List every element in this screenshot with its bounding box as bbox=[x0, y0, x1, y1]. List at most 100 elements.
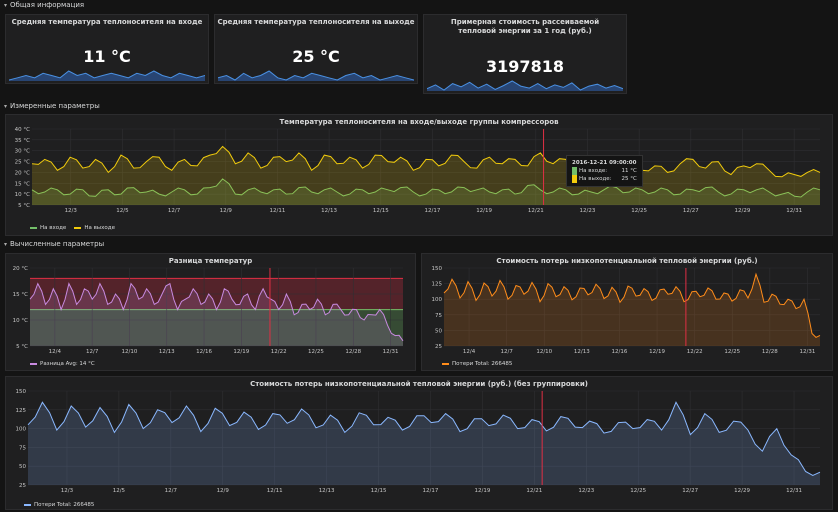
x-tick-label: 12/7 bbox=[165, 488, 178, 494]
hover-tooltip: 2016-12-21 09:00:00 На входе: 11 °C На в… bbox=[566, 155, 643, 187]
series-area bbox=[32, 178, 820, 205]
row-title: Общая информация bbox=[10, 1, 85, 9]
tooltip-series-name: На входе: bbox=[572, 167, 607, 175]
y-tick-label: 20 °C bbox=[13, 266, 28, 272]
stat-panel-cost[interactable]: Примерная стоимость рассеиваемой теплово… bbox=[423, 14, 627, 94]
x-tick-label: 12/7 bbox=[500, 349, 513, 355]
row-general-header[interactable]: ▾ Общая информация bbox=[4, 1, 84, 9]
panel-title: Средняя температура теплоносителя на вых… bbox=[217, 18, 415, 26]
x-tick-label: 12/25 bbox=[308, 349, 324, 355]
row-title: Измеренные параметры bbox=[10, 102, 100, 110]
x-tick-label: 12/4 bbox=[49, 349, 62, 355]
stat-panel-outlet[interactable]: Средняя температура теплоносителя на вых… bbox=[214, 14, 418, 84]
x-tick-label: 12/23 bbox=[580, 208, 596, 214]
x-tick-label: 12/7 bbox=[168, 208, 181, 214]
x-tick-label: 12/22 bbox=[271, 349, 287, 355]
panel-title: Стоимость потерь низкопотенциальной тепл… bbox=[496, 257, 758, 265]
x-tick-label: 12/19 bbox=[233, 349, 249, 355]
x-tick-label: 12/15 bbox=[373, 208, 389, 214]
chart-panel-cost[interactable]: Стоимость потерь низкопотенциальной тепл… bbox=[421, 253, 833, 371]
cost-raw-chart[interactable]: 150 125 100 75 50 25 12/3 12/5 12/7 12/9 12/11 12/1… bbox=[6, 377, 832, 509]
y-tick-label: 40 °C bbox=[15, 127, 30, 133]
y-tick-label: 75 bbox=[19, 445, 26, 451]
sparkline-line bbox=[9, 70, 205, 81]
y-tick-label: 25 °C bbox=[15, 160, 30, 166]
series-area bbox=[444, 274, 820, 346]
sparkline-area bbox=[218, 71, 414, 81]
y-tick-label: 100 bbox=[16, 427, 27, 433]
x-tick-label: 12/31 bbox=[800, 349, 816, 355]
legend-label: Потери Total: 266485 bbox=[34, 502, 95, 508]
y-tick-label: 50 bbox=[19, 464, 26, 470]
x-tick-label: 12/9 bbox=[220, 208, 233, 214]
x-tick-label: 12/3 bbox=[65, 208, 78, 214]
legend-swatch bbox=[30, 363, 37, 365]
x-tick-label: 12/23 bbox=[578, 488, 594, 494]
temperature-chart[interactable]: 40 °C 35 °C 30 °C 25 °C 20 °C 15 °C 10 °C 5 °C 1… bbox=[6, 115, 832, 235]
x-tick-label: 12/5 bbox=[116, 208, 129, 214]
chevron-down-icon: ▾ bbox=[4, 240, 8, 248]
chart-legend: Потери Total: 266485 bbox=[442, 361, 512, 367]
y-tick-label: 100 bbox=[432, 297, 443, 303]
y-tick-label: 25 bbox=[19, 483, 26, 489]
y-tick-label: 15 °C bbox=[13, 292, 28, 298]
y-tick-label: 30 °C bbox=[15, 149, 30, 155]
row-computed-header[interactable]: ▾ Вычисленные параметры bbox=[4, 240, 104, 248]
y-tick-label: 125 bbox=[16, 408, 27, 414]
x-tick-label: 12/13 bbox=[319, 488, 335, 494]
chart-panel-diff[interactable]: Разница температур 20 °C 15 °C 10 °C 5 °C 12… bbox=[5, 253, 416, 371]
x-tick-label: 12/25 bbox=[724, 349, 740, 355]
legend-swatch bbox=[24, 504, 31, 506]
x-tick-label: 12/17 bbox=[425, 208, 441, 214]
y-tick-label: 5 °C bbox=[18, 203, 30, 209]
x-tick-label: 12/11 bbox=[267, 488, 283, 494]
sparkline bbox=[9, 70, 205, 81]
series-area bbox=[30, 283, 403, 346]
sparkline-area bbox=[9, 71, 205, 81]
x-tick-label: 12/31 bbox=[383, 349, 399, 355]
x-tick-label: 12/22 bbox=[687, 349, 703, 355]
chart-panel-temperature[interactable]: Температура теплоносителя на входе/выход… bbox=[5, 114, 833, 236]
diff-chart[interactable]: 20 °C 15 °C 10 °C 5 °C 12/4 12/7 12/10 12/13 12/… bbox=[6, 254, 415, 370]
x-tick-label: 12/11 bbox=[270, 208, 286, 214]
series-line bbox=[443, 272, 821, 339]
row-measured-header[interactable]: ▾ Измеренные параметры bbox=[4, 102, 100, 110]
panel-title: Примерная стоимость рассеиваемой теплово… bbox=[450, 18, 600, 35]
tooltip-time: 2016-12-21 09:00:00 bbox=[572, 160, 637, 166]
y-tick-label: 20 °C bbox=[15, 170, 30, 176]
chart-legend: На входе На выходе bbox=[30, 225, 115, 231]
panel-title: Температура теплоносителя на входе/выход… bbox=[279, 118, 559, 126]
legend-label: На выходе bbox=[84, 225, 115, 231]
stat-panel-inlet[interactable]: Средняя температура теплоносителя на вхо… bbox=[5, 14, 209, 84]
cost-chart[interactable]: 150 125 100 75 50 25 12/4 12/7 12/10 12/13 12/16 12… bbox=[422, 254, 832, 370]
y-tick-label: 15 °C bbox=[15, 181, 30, 187]
sparkline-area bbox=[427, 81, 623, 91]
chart-panel-cost-raw[interactable]: Стоимость потерь низкопотенциальной тепл… bbox=[5, 376, 833, 510]
x-tick-label: 12/16 bbox=[196, 349, 212, 355]
x-tick-label: 12/31 bbox=[786, 488, 802, 494]
legend-item[interactable]: Потери Total: 266485 bbox=[24, 502, 94, 508]
x-tick-label: 12/17 bbox=[423, 488, 439, 494]
x-tick-label: 12/10 bbox=[122, 349, 138, 355]
chevron-down-icon: ▾ bbox=[4, 1, 8, 9]
x-tick-label: 12/15 bbox=[371, 488, 387, 494]
y-tick-label: 5 °C bbox=[16, 344, 28, 350]
legend-item[interactable]: На входе bbox=[30, 225, 66, 231]
legend-item[interactable]: На выходе bbox=[74, 225, 115, 231]
tooltip-series-name: На выходе: bbox=[572, 175, 612, 183]
x-tick-label: 12/10 bbox=[536, 349, 552, 355]
tooltip-row: На выходе: 25 °C bbox=[572, 175, 637, 183]
x-tick-label: 12/9 bbox=[217, 488, 230, 494]
legend-label: Разница Avg: 14 °C bbox=[40, 361, 95, 367]
x-tick-label: 12/27 bbox=[683, 208, 699, 214]
legend-item[interactable]: Разница Avg: 14 °C bbox=[30, 361, 95, 367]
row-title: Вычисленные параметры bbox=[10, 240, 105, 248]
legend-swatch bbox=[74, 227, 82, 229]
y-tick-label: 10 °C bbox=[15, 192, 30, 198]
x-tick-label: 12/19 bbox=[476, 208, 492, 214]
chevron-down-icon: ▾ bbox=[4, 102, 8, 110]
legend-item[interactable]: Потери Total: 266485 bbox=[442, 361, 512, 367]
x-tick-label: 12/3 bbox=[61, 488, 74, 494]
x-tick-label: 12/13 bbox=[574, 349, 590, 355]
x-tick-label: 12/13 bbox=[321, 208, 337, 214]
